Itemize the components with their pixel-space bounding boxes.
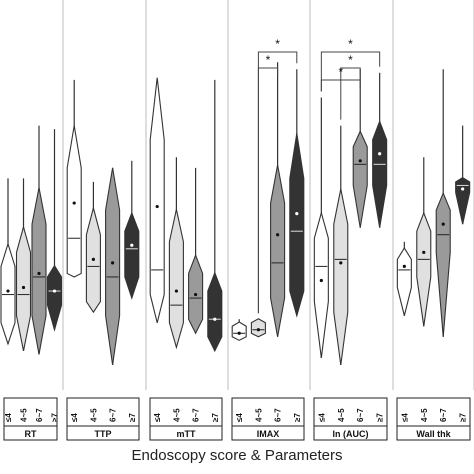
violin-diamond [313,210,329,358]
violin-diamond [396,247,412,316]
mean-dot [194,292,198,297]
mean-dot [213,317,217,321]
mean-dot [37,271,41,276]
tick-label: ≤4 [400,413,409,422]
tick-label: 6~7 [274,408,283,422]
violin-diamond [66,125,82,278]
tick-label: 6~7 [109,408,118,422]
tick-label: 4~5 [420,408,429,422]
mean-dot [295,212,299,216]
mean-dot [174,289,178,293]
tick-label: 6~7 [439,408,448,422]
violin-diamond [207,271,223,353]
violin-diamond [124,211,140,300]
label-box [149,397,223,441]
label-box [396,397,471,441]
significance-bracket [340,67,361,120]
mean-dot [422,250,426,254]
panel-label: IMAX [257,429,280,439]
tick-label: 6~7 [356,408,365,422]
mean-dot [402,264,406,268]
violin-diamond [352,129,368,228]
tick-label: ≥7 [293,413,302,422]
mean-dot [319,278,323,283]
tick-label: ≤4 [317,413,326,422]
violin-diamond [270,164,286,337]
tick-label: 4~5 [89,408,98,422]
significance-bracket [320,51,381,92]
mean-dot [339,261,343,265]
significance-star: * [348,37,353,51]
x-axis-label: Endoscopy score & Parameters [131,447,343,464]
violin-diamond [289,133,305,318]
tick-label: ≤4 [4,413,13,422]
violin-diamond [435,191,451,337]
mean-dot [441,222,445,226]
violin-diamond [250,318,266,338]
significance-star: * [266,53,271,67]
mean-dot [461,187,465,191]
violin-diamond [372,119,388,228]
significance-bracket [257,67,279,314]
tick-label: 6~7 [35,408,44,422]
panel-label: ln (AUC) [333,429,369,439]
panel-label: RT [25,429,37,439]
violin-diamond [455,177,471,225]
mean-dot [276,233,280,237]
tick-label: ≥7 [128,413,137,422]
mean-dot [21,285,26,290]
tick-label: ≥7 [376,413,385,422]
violin-diamond [31,187,47,355]
violin-diamond [416,211,432,327]
mean-dot [91,257,95,261]
tick-label: ≥7 [211,413,220,422]
tick-label: ≤4 [153,413,162,422]
panel-label: TTP [95,429,112,439]
violin-diamond [149,77,165,323]
violin-diamond [0,242,16,346]
significance-star: * [275,37,280,51]
tick-label: 4~5 [337,408,346,422]
mean-dot [130,243,134,247]
tick-label: ≥7 [459,413,468,422]
significance-star: * [348,53,353,67]
significance-star: * [338,65,343,79]
tick-label: ≥7 [51,413,60,422]
label-box [3,397,58,441]
tick-label: 4~5 [20,408,29,422]
mean-dot [111,261,115,265]
label-box [66,397,140,441]
tick-label: 4~5 [172,408,181,422]
mean-dot [256,328,260,332]
mean-dot [358,159,362,163]
mean-dot [6,289,10,293]
violin-diamond [231,321,247,341]
panel-label: Wall thk [416,429,451,439]
mean-dot [72,201,76,205]
tick-label: 6~7 [192,408,201,422]
mean-dot [237,331,241,335]
panel-label: mTT [177,429,197,439]
violin-diamond [105,167,121,366]
mean-dot [378,152,382,156]
violin-diamond [46,264,63,332]
tick-label: ≤4 [235,413,244,422]
label-box [231,397,305,441]
mean-dot [52,289,57,293]
tick-label: 4~5 [254,408,263,422]
tick-label: ≤4 [70,413,79,422]
label-box [313,397,388,441]
significance-bracket [320,79,361,92]
violin-diamond [333,188,349,366]
violin-diamond [168,209,184,350]
mean-dot [155,204,159,209]
